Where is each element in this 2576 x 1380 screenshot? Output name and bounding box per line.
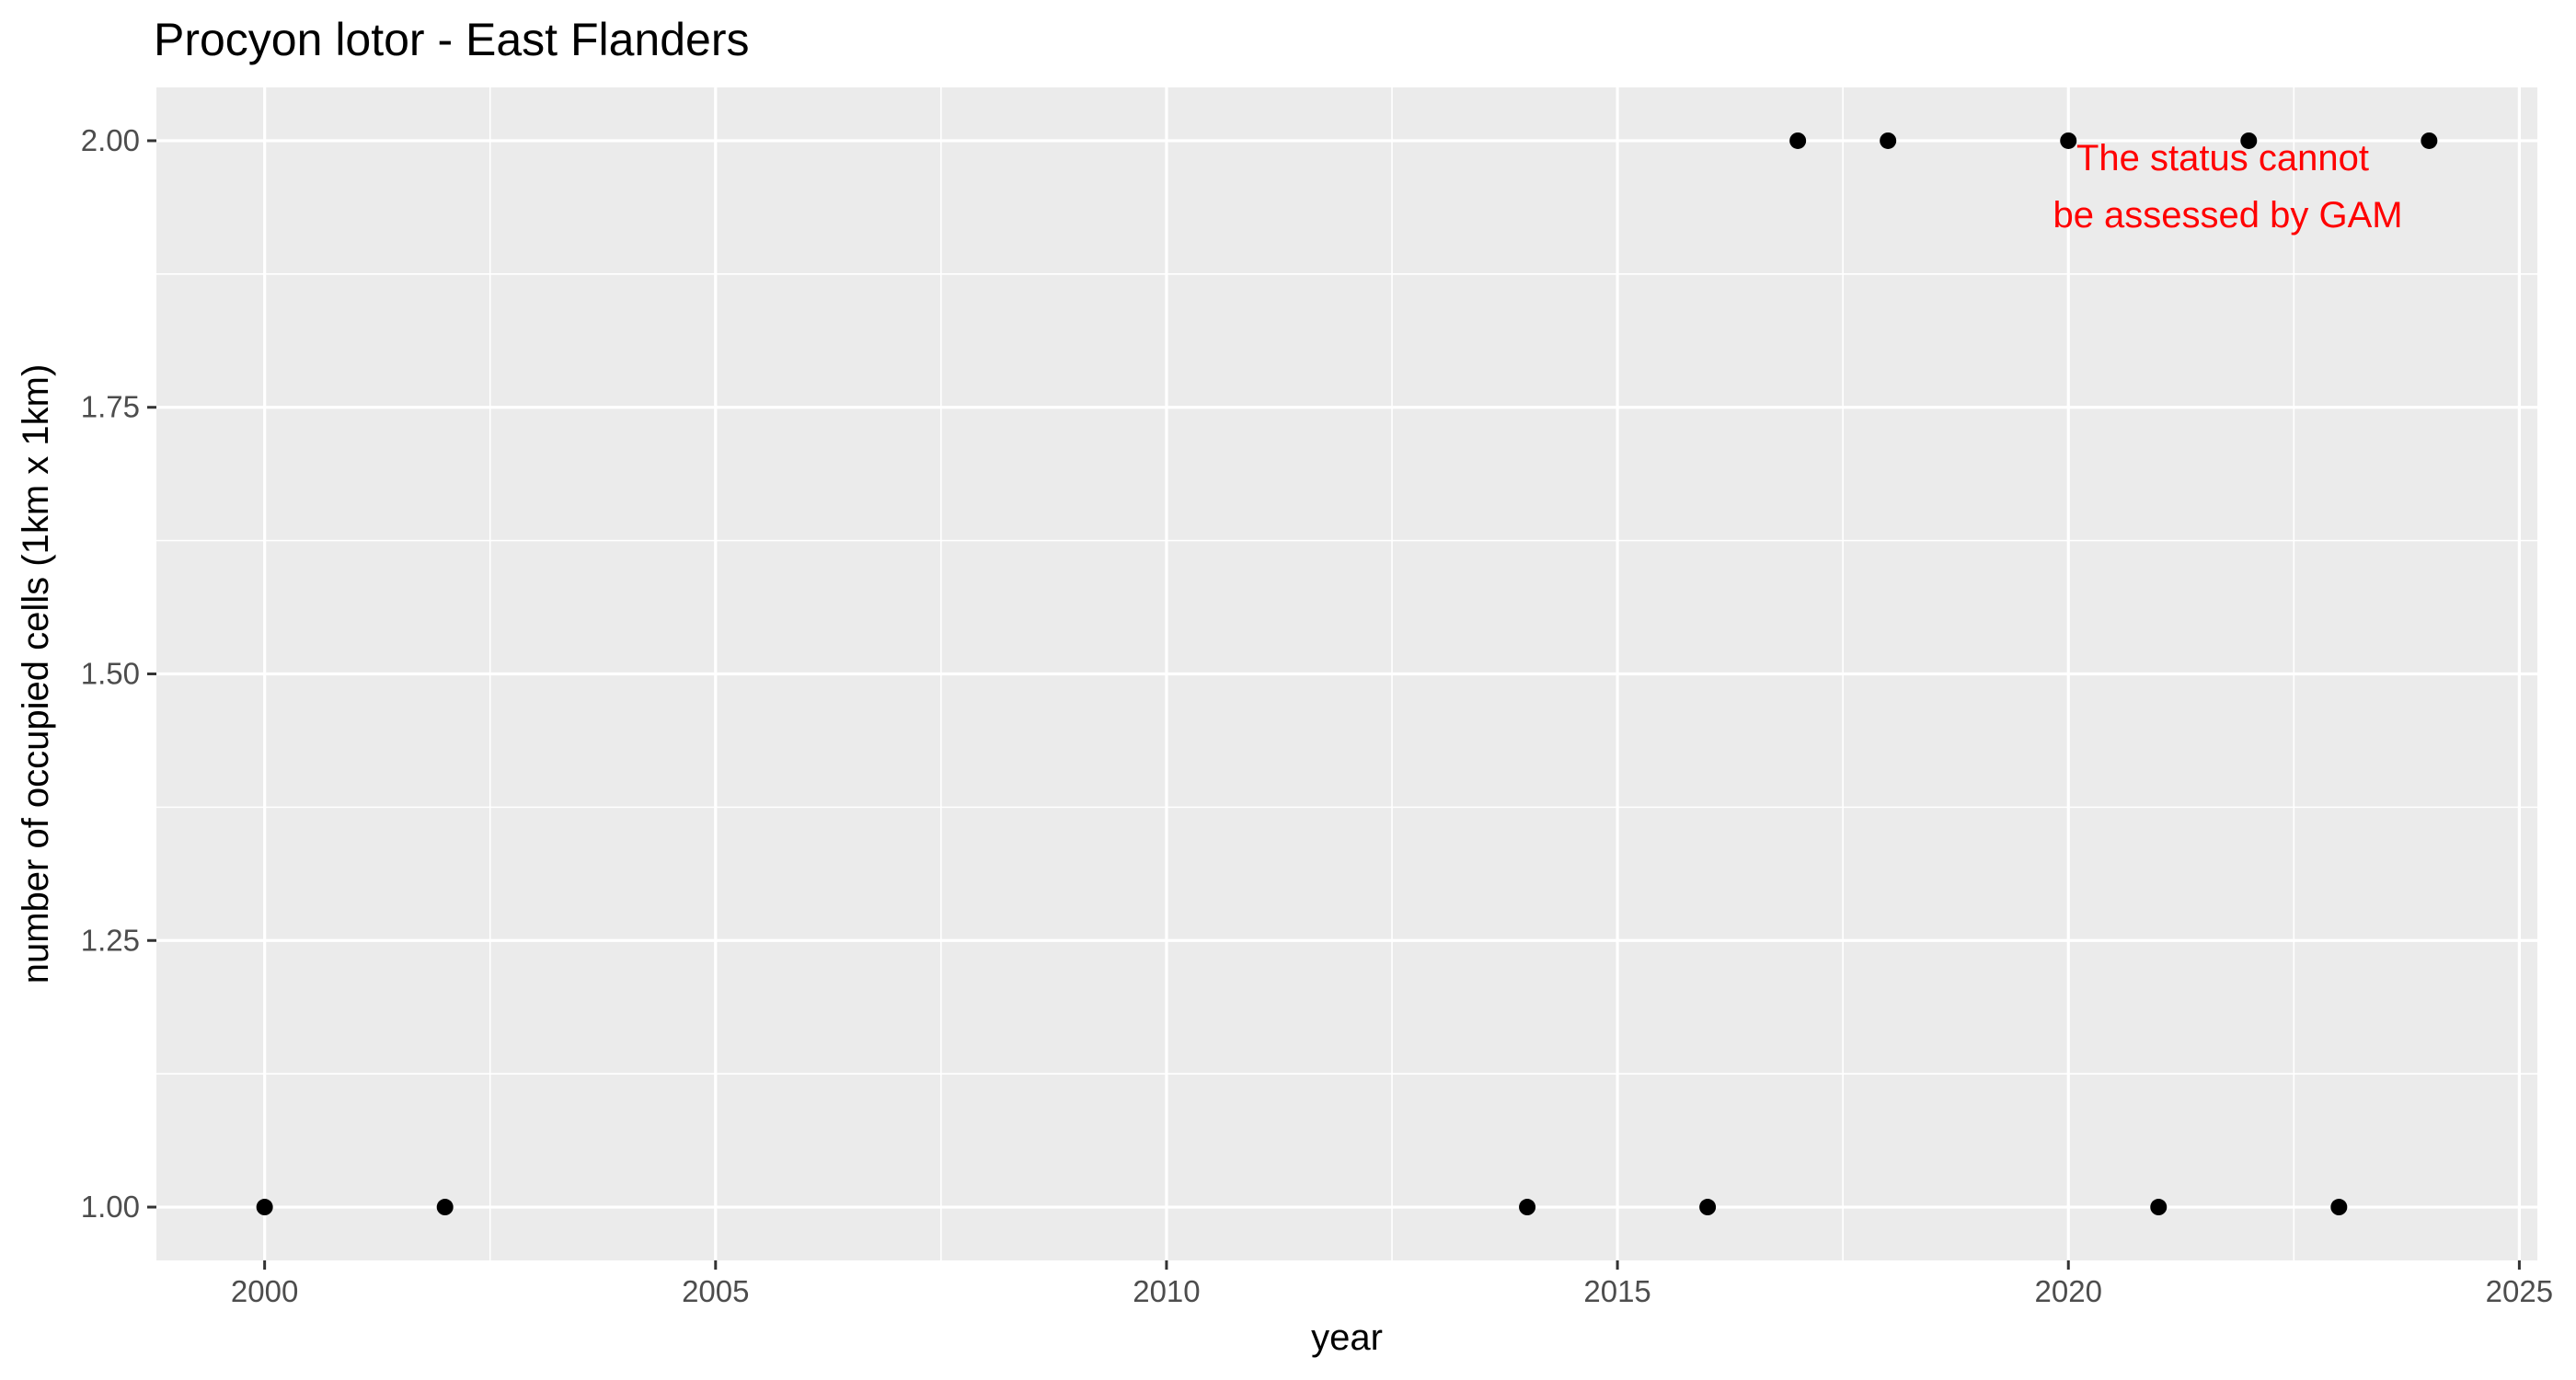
x-tick-label: 2025 [2486,1274,2553,1308]
data-points [256,132,2438,1216]
data-point [1880,132,1897,149]
y-tick-label: 1.25 [81,923,140,957]
data-point [436,1199,454,1216]
annotation-line-1: The status cannot [2076,138,2369,178]
data-point [2060,132,2077,149]
x-tick-label: 2020 [2035,1274,2102,1308]
y-tick-label: 2.00 [81,123,140,157]
annotation-line-2: be assessed by GAM [2053,195,2402,236]
major-gridlines [156,87,2537,1260]
chart-title: Procyon lotor - East Flanders [154,14,750,65]
data-point [2421,132,2438,149]
data-point [256,1199,273,1216]
minor-gridlines [156,87,2537,1260]
y-tick-label: 1.00 [81,1190,140,1224]
x-tick-label: 2010 [1133,1274,1200,1308]
data-point [1789,132,1807,149]
x-axis: 2000 2005 2010 2015 2020 2025 [231,1260,2553,1308]
y-axis: 1.00 1.25 1.50 1.75 2.00 [81,123,156,1224]
x-tick-label: 2005 [682,1274,749,1308]
data-point [1519,1199,1536,1216]
data-point [2150,1199,2168,1216]
x-axis-title: year [1311,1317,1383,1358]
y-axis-title: number of occupied cells (1km x 1km) [16,364,56,984]
data-point [1699,1199,1717,1216]
gam-status-annotation: The status cannot be assessed by GAM [2053,138,2402,236]
data-point [2240,132,2258,149]
y-tick-label: 1.50 [81,657,140,691]
data-point [2330,1199,2348,1216]
x-tick-label: 2015 [1583,1274,1650,1308]
y-tick-label: 1.75 [81,390,140,424]
x-tick-label: 2000 [231,1274,298,1308]
